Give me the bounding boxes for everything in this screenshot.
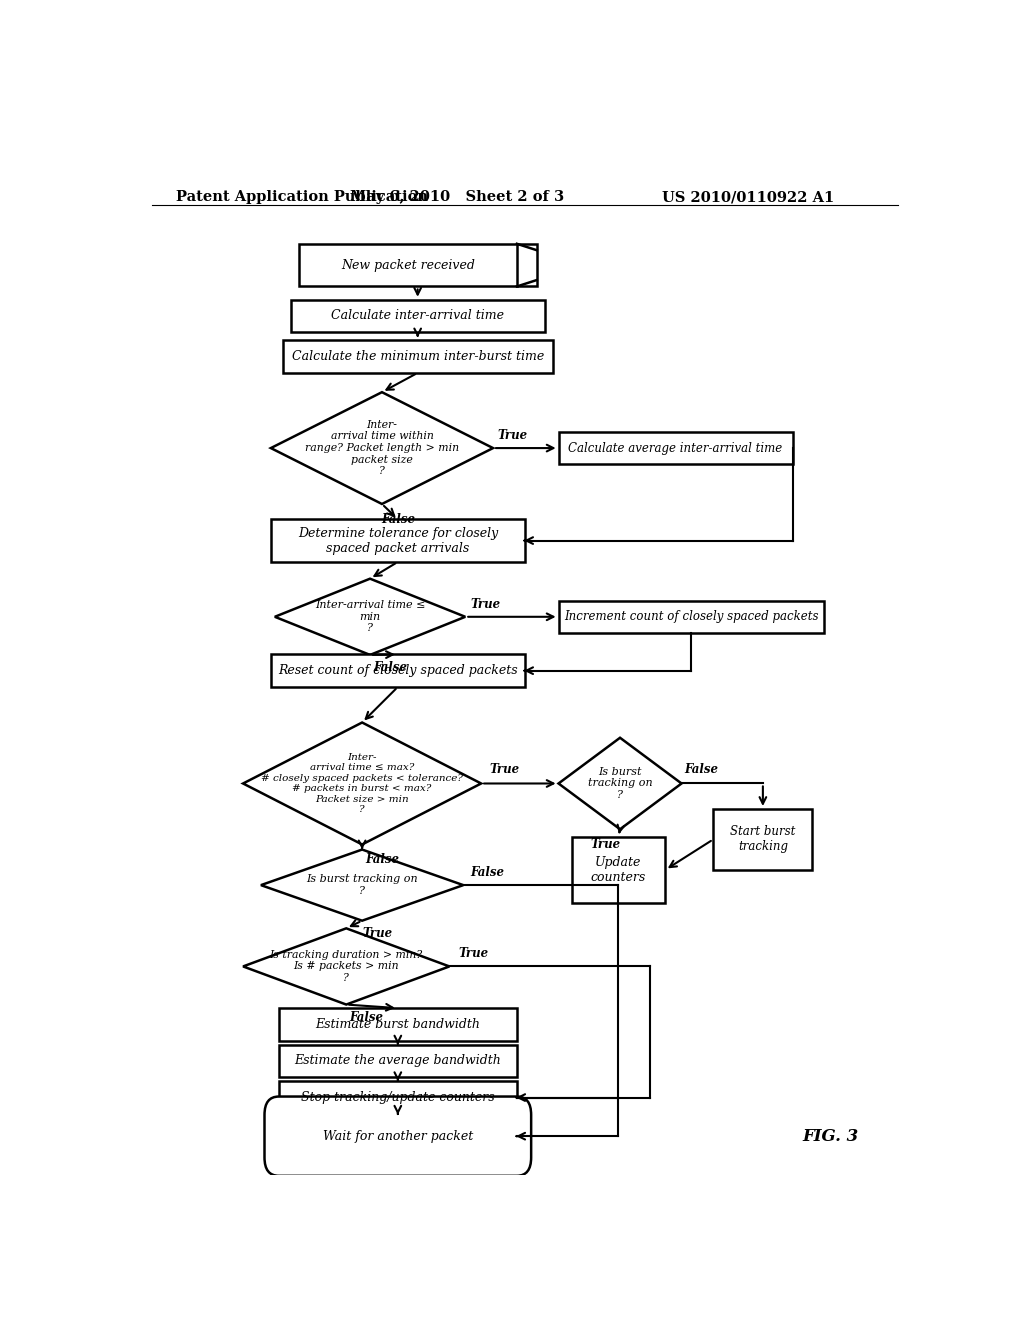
Text: Is burst
tracking on
?: Is burst tracking on ? [588, 767, 652, 800]
Text: Patent Application Publication: Patent Application Publication [176, 190, 428, 205]
Bar [558, 601, 824, 634]
Text: Calculate the minimum inter-burst time: Calculate the minimum inter-burst time [292, 350, 544, 363]
Bar [291, 300, 545, 333]
Text: Calculate average inter-arrival time: Calculate average inter-arrival time [568, 442, 782, 454]
Bar [279, 1081, 517, 1114]
FancyBboxPatch shape [299, 244, 537, 286]
Text: Is burst tracking on
?: Is burst tracking on ? [306, 874, 418, 896]
Text: Wait for another packet: Wait for another packet [323, 1130, 473, 1143]
Polygon shape [270, 392, 494, 504]
Text: True: True [591, 838, 621, 851]
Text: New packet received: New packet received [341, 259, 475, 272]
Text: US 2010/0110922 A1: US 2010/0110922 A1 [663, 190, 835, 205]
Text: Estimate the average bandwidth: Estimate the average bandwidth [295, 1055, 501, 1068]
Text: False: False [684, 763, 719, 776]
Bar [270, 519, 524, 562]
Bar [279, 1044, 517, 1077]
Polygon shape [274, 578, 465, 655]
Polygon shape [243, 722, 481, 845]
Bar [558, 432, 793, 465]
Text: True: True [458, 946, 488, 960]
Text: Inter-
arrival time ≤ max?
# closely spaced packets < tolerance?
# packets in bu: Inter- arrival time ≤ max? # closely spa… [261, 752, 463, 814]
Text: False: False [470, 866, 504, 879]
Text: Stop tracking/update counters: Stop tracking/update counters [301, 1092, 495, 1104]
Text: FIG. 3: FIG. 3 [803, 1127, 859, 1144]
Bar [270, 655, 524, 686]
Polygon shape [558, 738, 682, 829]
Text: False: False [365, 853, 399, 866]
Text: False: False [381, 512, 415, 525]
Bar [283, 341, 553, 372]
Text: True: True [498, 429, 528, 442]
Text: Reset count of closely spaced packets: Reset count of closely spaced packets [278, 664, 518, 677]
Text: Is tracking duration > min?
Is # packets > min
?: Is tracking duration > min? Is # packets… [269, 950, 423, 983]
Text: True: True [489, 763, 520, 776]
Bar [571, 837, 666, 903]
Text: False: False [349, 1011, 383, 1024]
Text: Calculate inter-arrival time: Calculate inter-arrival time [331, 309, 504, 322]
Text: Update
counters: Update counters [591, 855, 646, 884]
FancyBboxPatch shape [264, 1097, 531, 1176]
Text: Inter-arrival time ≤
min
?: Inter-arrival time ≤ min ? [314, 601, 425, 634]
Text: True: True [470, 598, 500, 611]
Polygon shape [243, 928, 450, 1005]
Bar [279, 1008, 517, 1040]
Text: May 6, 2010   Sheet 2 of 3: May 6, 2010 Sheet 2 of 3 [350, 190, 564, 205]
Text: False: False [373, 660, 407, 673]
Text: Increment count of closely spaced packets: Increment count of closely spaced packet… [564, 610, 819, 623]
Text: Determine tolerance for closely
spaced packet arrivals: Determine tolerance for closely spaced p… [298, 527, 498, 554]
Polygon shape [261, 850, 463, 921]
Text: Estimate burst bandwidth: Estimate burst bandwidth [315, 1018, 480, 1031]
Text: Inter-
arrival time within
range? Packet length > min
packet size
?: Inter- arrival time within range? Packet… [305, 420, 459, 477]
Text: Start burst
tracking: Start burst tracking [730, 825, 796, 854]
Bar [714, 809, 812, 870]
Text: True: True [362, 928, 393, 940]
